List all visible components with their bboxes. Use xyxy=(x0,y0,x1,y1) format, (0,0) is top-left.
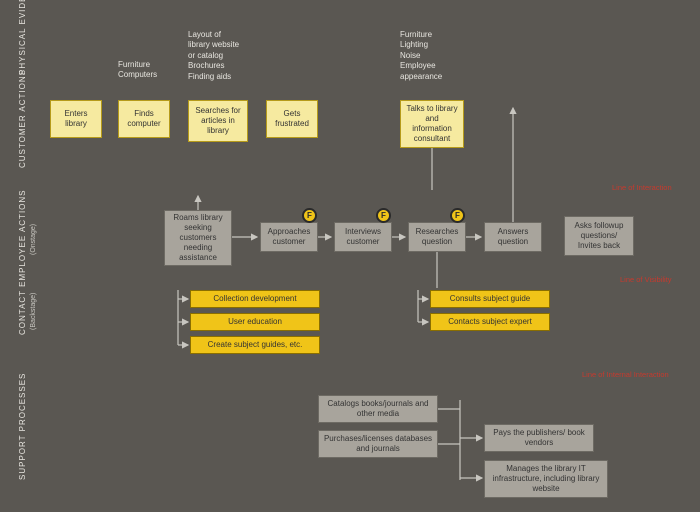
divider-visibility: Line of Visibility xyxy=(620,275,672,284)
box-purchases: Purchases/licenses databases and journal… xyxy=(318,430,438,458)
box-followup: Asks followup questions/ Invites back xyxy=(564,216,634,256)
box-collection-dev: Collection development xyxy=(190,290,320,308)
box-consults-guide: Consults subject guide xyxy=(430,290,550,308)
evidence-furniture-lighting: Furniture Lighting Noise Employee appear… xyxy=(400,30,442,82)
box-interviews: Interviews customer xyxy=(334,222,392,252)
evidence-furniture-computers: Furniture Computers xyxy=(118,60,157,81)
box-talks-consultant: Talks to library and information consult… xyxy=(400,100,464,148)
box-researches: Researches question xyxy=(408,222,466,252)
box-searches-articles: Searches for articles in library xyxy=(188,100,248,142)
label-customer-actions: CUSTOMER ACTIONS xyxy=(18,69,27,168)
f-badge-3: F xyxy=(450,208,465,223)
box-enters-library: Enters library xyxy=(50,100,102,138)
label-backstage: (Backstage) xyxy=(30,293,37,330)
box-manages-it: Manages the library IT infrastructure, i… xyxy=(484,460,608,498)
label-support-processes: SUPPORT PROCESSES xyxy=(18,373,27,480)
box-user-education: User education xyxy=(190,313,320,331)
box-roams-library: Roams library seeking customers needing … xyxy=(164,210,232,266)
box-finds-computer: Finds computer xyxy=(118,100,170,138)
box-answers: Answers question xyxy=(484,222,542,252)
evidence-layout: Layout of library website or catalog Bro… xyxy=(188,30,239,82)
box-subject-guides: Create subject guides, etc. xyxy=(190,336,320,354)
divider-interaction: Line of Interaction xyxy=(612,183,672,192)
box-gets-frustrated: Gets frustrated xyxy=(266,100,318,138)
box-catalogs: Catalogs books/journals and other media xyxy=(318,395,438,423)
box-approaches: Approaches customer xyxy=(260,222,318,252)
label-contact-employee: CONTACT EMPLOYEE ACTIONS xyxy=(18,189,27,335)
label-physical-evidence: PHYSICAL EVIDENCE xyxy=(18,0,27,75)
label-onstage: (Onstage) xyxy=(30,224,37,255)
box-contacts-expert: Contacts subject expert xyxy=(430,313,550,331)
f-badge-1: F xyxy=(302,208,317,223)
box-pays-publishers: Pays the publishers/ book vendors xyxy=(484,424,594,452)
f-badge-2: F xyxy=(376,208,391,223)
divider-internal: Line of Internal Interaction xyxy=(582,370,669,379)
